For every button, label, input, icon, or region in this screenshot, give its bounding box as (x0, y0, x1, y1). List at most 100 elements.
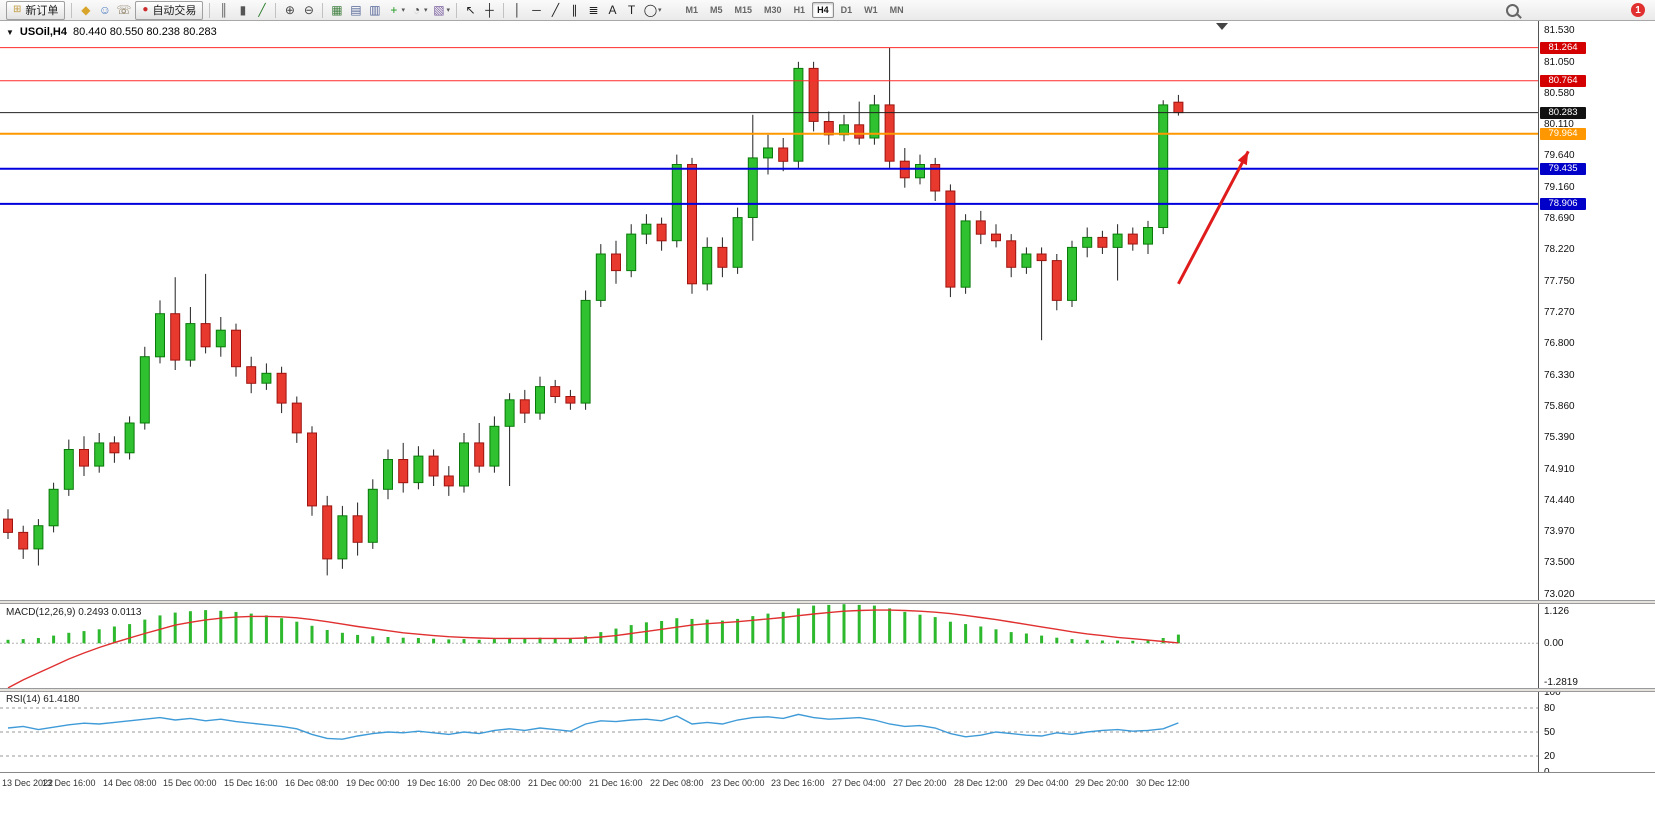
price-tick: 74.440 (1544, 495, 1575, 506)
timeframe-m5-button[interactable]: M5 (710, 5, 723, 15)
time-label: 23 Dec 16:00 (771, 778, 825, 788)
shapes-icon[interactable]: ◯ (643, 3, 658, 17)
rsi-axis-label: 80 (1544, 703, 1556, 714)
timeframe-h1-button[interactable]: H1 (793, 5, 806, 15)
timeframe-m1-button[interactable]: M1 (685, 5, 699, 15)
candle-down (854, 124, 865, 139)
new-order-button[interactable]: ⊞ 新订单 (6, 0, 66, 20)
candle-down (246, 366, 257, 384)
time-axis[interactable]: 13 Dec 2022 13 Dec 16:00 14 Dec 08:00 15 De… (0, 772, 1655, 797)
layers-icon[interactable]: ◆ (81, 3, 91, 17)
timeframe-mn-button[interactable]: MN (889, 5, 904, 15)
notification-badge[interactable]: 1 (1631, 3, 1645, 17)
candle-down (656, 223, 667, 242)
candle-down (322, 505, 333, 560)
dropdown-caret[interactable]: ▾ (423, 7, 428, 14)
time-label: 27 Dec 20:00 (893, 778, 947, 788)
zoom-in-icon[interactable]: ⊕ (284, 3, 295, 17)
timeframe-m15-button[interactable]: M15 (734, 5, 753, 15)
trend-arrow[interactable] (1177, 150, 1250, 285)
symbol-dropdown-icon[interactable]: ▼ (6, 27, 14, 37)
price-chart-canvas[interactable] (0, 21, 1538, 600)
candle-up (869, 104, 880, 139)
candle-up (33, 525, 44, 550)
macd-panel-canvas[interactable] (0, 604, 1538, 688)
candle-up (595, 253, 606, 301)
horizontal-line-icon[interactable]: ─ (532, 3, 541, 17)
price-axis[interactable]: 81.530 81.050 80.580 80.110 79.640 79.160 78.6… (1538, 21, 1655, 778)
candle-down (352, 515, 363, 543)
time-label: 29 Dec 20:00 (1075, 778, 1129, 788)
add-indicator-icon[interactable]: + (390, 3, 398, 17)
time-label: 30 Dec 12:00 (1136, 778, 1190, 788)
candle-down (1173, 101, 1184, 114)
cursor-icon[interactable]: ↖ (465, 3, 476, 17)
line-chart-icon[interactable]: ╱ (258, 3, 266, 17)
zoom-out-icon[interactable]: ⊖ (303, 3, 314, 17)
panel-splitter[interactable] (0, 688, 1655, 692)
time-label: 13 Dec 2022 (2, 778, 54, 788)
candle-down (975, 220, 986, 235)
candle-down (778, 147, 789, 162)
panel-splitter[interactable] (0, 600, 1655, 604)
timeframe-m30-button[interactable]: M30 (764, 5, 782, 15)
bar-chart-icon[interactable]: ║ (219, 3, 229, 17)
toolbar-separator (502, 2, 504, 18)
timeframe-d1-button[interactable]: D1 (840, 5, 853, 15)
periods-icon[interactable]: ◔ (412, 3, 421, 17)
vertical-line-icon[interactable]: │ (513, 3, 522, 17)
candle-down (200, 323, 211, 348)
tile-windows-icon[interactable]: ▦ (331, 3, 343, 17)
time-label: 21 Dec 00:00 (528, 778, 582, 788)
price-tick: 78.690 (1544, 213, 1575, 224)
candle-down (307, 432, 317, 507)
shift-end-marker[interactable] (1216, 23, 1228, 30)
candle-down (18, 531, 29, 550)
rsi-panel-canvas[interactable] (0, 692, 1538, 772)
time-label: 21 Dec 16:00 (589, 778, 643, 788)
support-icon[interactable]: ☏ (116, 3, 132, 17)
candlestick-icon[interactable]: ▮ (239, 3, 247, 17)
dropdown-caret[interactable]: ▾ (446, 7, 450, 14)
fibonacci-icon[interactable]: ≣ (588, 3, 599, 17)
community-icon[interactable]: ☺ (98, 3, 112, 17)
search-icon[interactable] (1506, 3, 1519, 17)
candle-down (930, 164, 941, 192)
price-tick: 76.330 (1544, 370, 1575, 381)
timeframe-w1-button[interactable]: W1 (864, 5, 878, 15)
candle-up (185, 323, 196, 361)
tile-vertical-icon[interactable]: ▥ (369, 3, 381, 17)
toolbar-items: ⊞ 新订单 ◆ ☺ ☏ ● 自动交易 ║ ▮ ╱ ⊕ ⊖ ▦ ▤ ▥ + ▾ ◔ ▾ ▧ ▾ ↖ ┼ │ ─ ╱ ∥ ≣ A T ◯ ▾ (4, 0, 680, 20)
label-icon[interactable]: T (627, 3, 636, 17)
toolbar-right: 1 (1506, 3, 1651, 17)
price-tick: 75.390 (1544, 432, 1575, 443)
trendline-icon[interactable]: ╱ (551, 3, 560, 17)
cascade-windows-icon[interactable]: ▤ (350, 3, 362, 17)
candle-up (337, 515, 348, 560)
price-tick: 75.860 (1544, 401, 1575, 412)
candle-down (170, 313, 181, 361)
candle-down (428, 455, 439, 477)
candle-up (1112, 233, 1123, 248)
candle-down (291, 402, 302, 434)
ohlc-values: 80.440 80.550 80.238 80.283 (73, 26, 217, 38)
timeframe-h4-button[interactable]: H4 (812, 2, 834, 18)
rsi-name: RSI(14) (6, 694, 41, 705)
candle-down (1051, 260, 1062, 301)
crosshair-icon[interactable]: ┼ (485, 3, 494, 17)
dropdown-caret[interactable]: ▾ (657, 7, 662, 14)
candle-up (1067, 246, 1077, 301)
time-label: 14 Dec 08:00 (103, 778, 157, 788)
autotrading-button[interactable]: ● 自动交易 (135, 0, 204, 20)
channel-icon[interactable]: ∥ (571, 3, 578, 17)
candle-up (215, 329, 226, 348)
toolbar-separator (455, 2, 457, 18)
templates-icon[interactable]: ▧ (433, 3, 445, 17)
text-icon[interactable]: A (608, 3, 617, 17)
candle-up (459, 442, 469, 487)
macd-axis-label: 0.00 (1544, 638, 1564, 649)
candle-up (489, 425, 500, 467)
dropdown-caret[interactable]: ▾ (401, 7, 405, 14)
toolbar-separator (209, 2, 211, 18)
time-label: 27 Dec 04:00 (832, 778, 886, 788)
